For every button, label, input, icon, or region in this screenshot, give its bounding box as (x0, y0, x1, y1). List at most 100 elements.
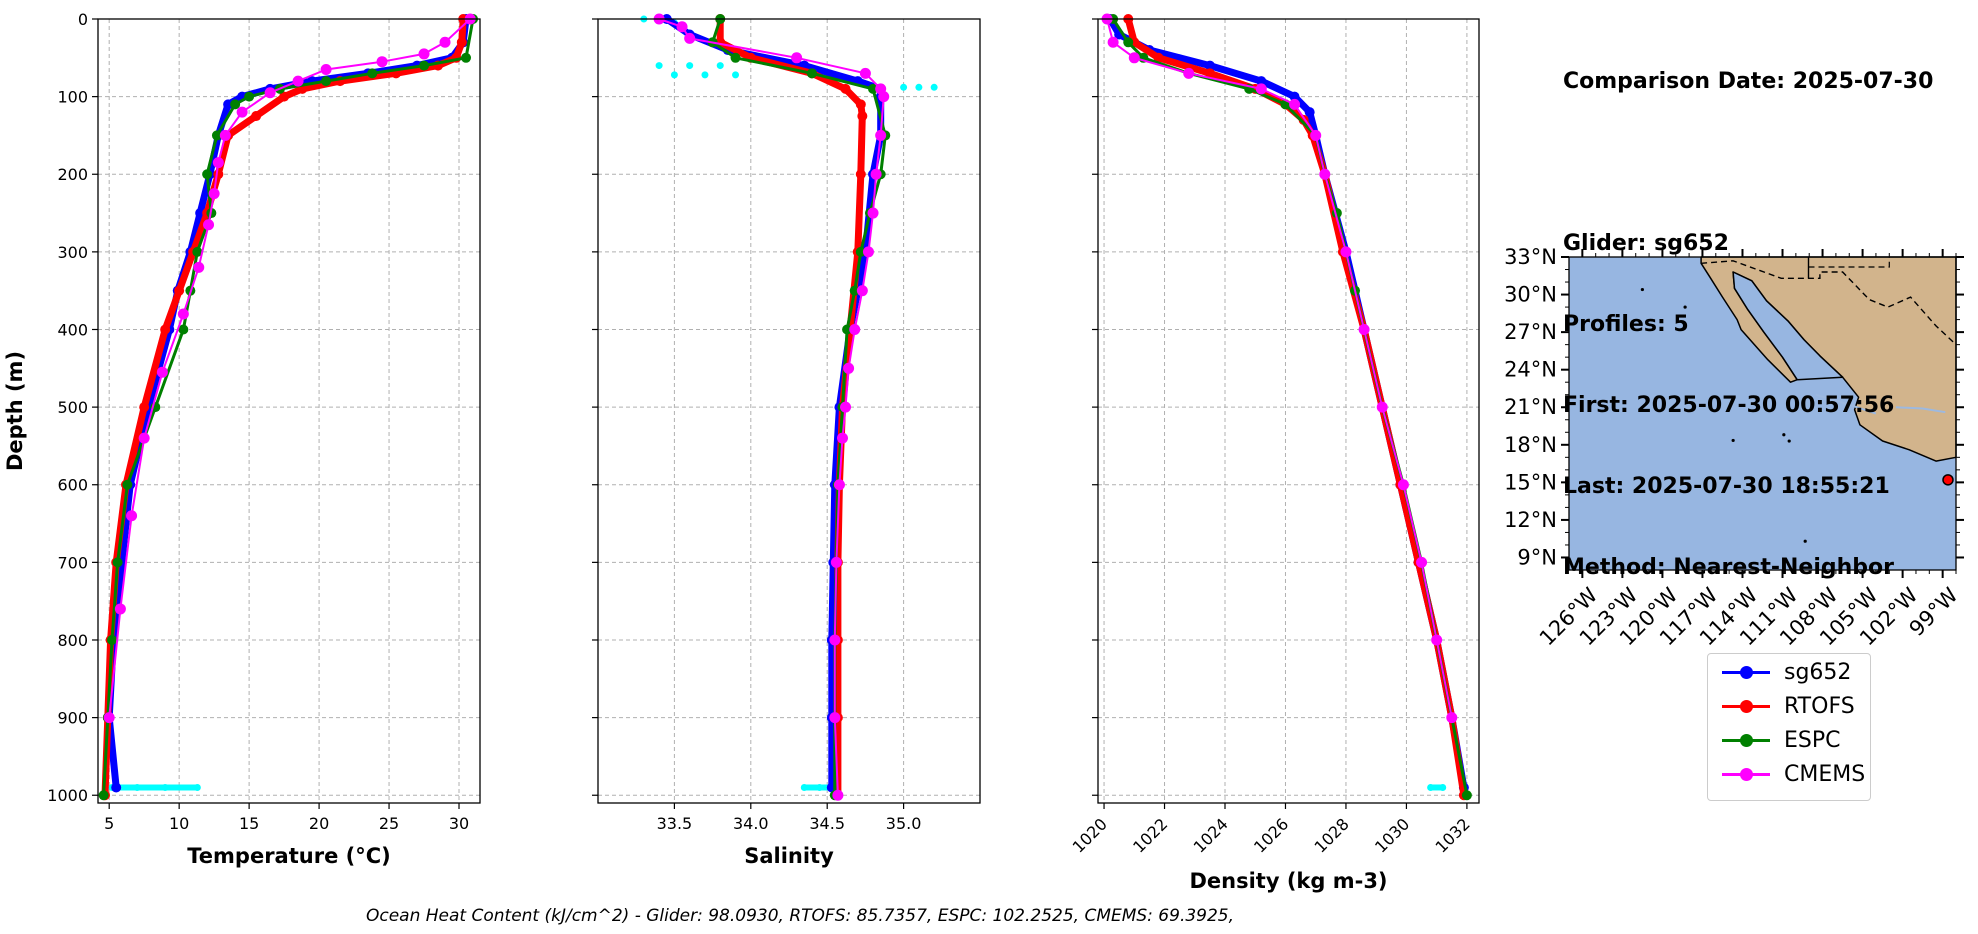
data-point-espc (842, 324, 853, 335)
y-tick-label: 200 (57, 165, 88, 184)
data-point-sg652 (1204, 60, 1215, 71)
x-tick-label: 1022 (1129, 814, 1171, 856)
legend-label: ESPC (1784, 728, 1841, 753)
river (1895, 406, 1946, 414)
data-point-cmems (676, 21, 688, 33)
legend-item-rtofs: RTOFS (1716, 692, 1866, 722)
data-point-rtofs (279, 91, 290, 102)
data-point-cmems (1310, 129, 1322, 141)
data-point-cmems (1446, 712, 1458, 724)
data-point-espc (192, 246, 203, 257)
data-point-cmems (862, 246, 874, 258)
data-point-cmems (1397, 479, 1409, 491)
data-point-rtofs (213, 169, 224, 180)
raw-glider-point (716, 62, 724, 70)
gulf-of-california (1732, 271, 1844, 381)
data-point-cmems (849, 323, 861, 335)
x-tick-label: 15 (239, 814, 259, 833)
data-point-espc (868, 83, 879, 94)
data-point-cmems (1358, 323, 1370, 335)
x-tick-label: 25 (379, 814, 399, 833)
data-point-sg652 (1256, 76, 1267, 87)
info-block: Comparison Date: 2025-07-30 Glider: sg65… (1563, 14, 1933, 608)
data-point-espc (202, 169, 213, 180)
x-tick-label: 34.0 (733, 814, 769, 833)
data-point-cmems (829, 712, 841, 724)
raw-glider-point (732, 71, 740, 79)
map-frame (1568, 256, 1957, 571)
lat-label: 12°N (1504, 508, 1557, 532)
legend-item-cmems: CMEMS (1716, 760, 1866, 790)
x-tick-label: 10 (169, 814, 189, 833)
data-point-sg652 (1289, 91, 1300, 102)
data-point-rtofs (1153, 52, 1164, 63)
island (1787, 439, 1791, 443)
data-point-cmems (836, 432, 848, 444)
data-point-cmems (376, 56, 388, 68)
lat-label: 9°N (1517, 545, 1557, 569)
data-point-rtofs (456, 37, 467, 48)
data-point-espc (211, 130, 222, 141)
data-point-cmems (878, 91, 890, 103)
island (1782, 433, 1786, 437)
data-point-cmems (156, 366, 168, 378)
glider-position-marker (1942, 474, 1954, 486)
data-point-cmems (1107, 36, 1119, 48)
y-tick-label: 800 (57, 631, 88, 650)
x-tick-label: 1020 (1069, 814, 1111, 856)
method: Method: Nearest-Neighbor (1563, 555, 1894, 580)
data-point-cmems (264, 87, 276, 99)
data-point-cmems (1376, 401, 1388, 413)
y-tick-label: 0 (78, 10, 88, 29)
data-point-cmems (1183, 67, 1195, 79)
x-tick-label: 30 (449, 814, 469, 833)
data-point-rtofs (855, 99, 866, 110)
data-point-espc (106, 634, 117, 645)
data-point-cmems (1319, 168, 1331, 180)
first-time: First: 2025-07-30 00:57:56 (1563, 393, 1895, 418)
data-point-cmems (208, 188, 220, 200)
data-point-rtofs (857, 111, 868, 122)
data-point-cmems (843, 362, 855, 374)
series-line-cmems (1106, 18, 1453, 719)
density-panel: 1020 1022 1024 1026 1028 1030 1032 Density (kg … (1069, 13, 1480, 893)
data-point-rtofs (174, 285, 185, 296)
data-point-espc (730, 52, 741, 63)
raw-glider-point (930, 83, 938, 91)
data-point-rtofs (855, 169, 866, 180)
data-point-espc (122, 479, 133, 490)
data-point-espc (806, 68, 817, 79)
data-point-sg652 (223, 99, 234, 110)
series-line-sg652 (105, 15, 470, 791)
data-point-cmems (193, 261, 205, 273)
data-point-cmems (320, 63, 332, 75)
legend-item-sg652: sg652 (1716, 658, 1866, 688)
data-point-cmems (791, 52, 803, 64)
salinity-panel: 33.5 34.0 34.5 35.0 Salinity (592, 13, 981, 868)
data-point-cmems (114, 603, 126, 615)
data-point-cmems (177, 308, 189, 320)
data-point-cmems (1431, 634, 1443, 646)
data-point-cmems (126, 510, 138, 522)
data-point-cmems (832, 789, 844, 801)
lat-label: 27°N (1504, 320, 1557, 344)
y-tick-label: 600 (57, 476, 88, 495)
data-point-cmems (1289, 98, 1301, 110)
x-axis-label: Temperature (°C) (187, 844, 390, 868)
data-point-cmems (684, 32, 696, 44)
x-tick-label: 33.5 (657, 814, 693, 833)
data-point-espc (230, 99, 241, 110)
data-point-espc (1461, 790, 1472, 801)
legend-marker (1740, 666, 1753, 679)
last-time: Last: 2025-07-30 18:55:21 (1563, 474, 1890, 499)
data-point-cmems (212, 157, 224, 169)
data-point-cmems (219, 129, 231, 141)
data-point-cmems (439, 36, 451, 48)
legend-label: CMEMS (1784, 762, 1866, 787)
island (1803, 539, 1807, 543)
x-tick-label: 1028 (1311, 814, 1353, 856)
lat-label: 15°N (1504, 470, 1557, 494)
data-point-sg652 (1304, 107, 1315, 118)
data-point-cmems (867, 207, 879, 219)
